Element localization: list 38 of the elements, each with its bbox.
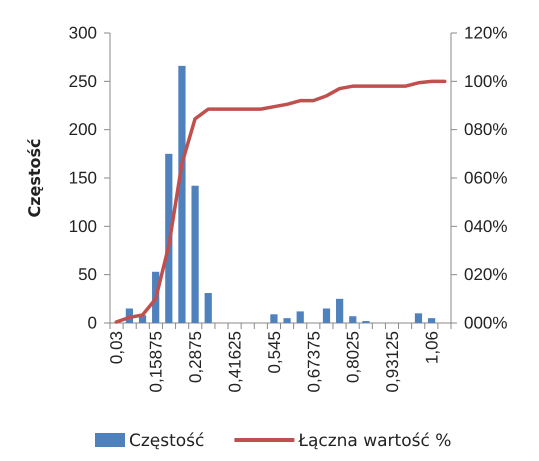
y-tick-label: 50 (78, 265, 97, 284)
y2-tick-label: 000% (464, 313, 508, 332)
bar (270, 314, 278, 323)
y2-tick-label: 020% (464, 265, 508, 284)
x-tick-label: 0,03 (107, 331, 126, 364)
y-tick-label: 100 (68, 216, 97, 236)
y2-tick-label: 080% (464, 120, 508, 140)
y-tick-label: 300 (68, 23, 97, 42)
bar (204, 293, 212, 323)
y-tick-label: 200 (68, 120, 97, 140)
bar (191, 186, 199, 323)
bar (428, 318, 436, 323)
y-tick-label: 250 (68, 72, 97, 91)
y-tick-label: 0 (88, 313, 97, 332)
bar (322, 308, 330, 323)
x-tick-label: 1,06 (422, 331, 442, 364)
line-series (114, 80, 447, 324)
x-tick-label: 0,545 (264, 331, 284, 374)
y2-tick-label: 120% (464, 23, 508, 42)
x-tick-label: 0,2875 (186, 331, 206, 383)
y2-tick-label: 040% (464, 216, 508, 236)
y2-tick-label: 060% (464, 168, 508, 188)
bar (283, 318, 291, 323)
bar (414, 313, 422, 323)
y2-tick-label: 100% (464, 72, 508, 91)
legend-label: Częstość (129, 431, 204, 451)
bar (349, 316, 356, 323)
x-tick-label: 0,67375 (304, 331, 324, 392)
bar (336, 298, 344, 323)
bar (178, 66, 186, 323)
bar (296, 311, 304, 323)
legend-label: Łączna wartość % (297, 431, 452, 451)
y-tick-label: 150 (68, 168, 97, 188)
x-tick-label: 0,15875 (146, 331, 166, 392)
x-tick-label: 0,93125 (383, 331, 402, 392)
x-tick-label: 0,8025 (344, 331, 363, 383)
x-tick-label: 0,41625 (225, 331, 244, 392)
y-axis-title: Częstość (25, 138, 44, 218)
